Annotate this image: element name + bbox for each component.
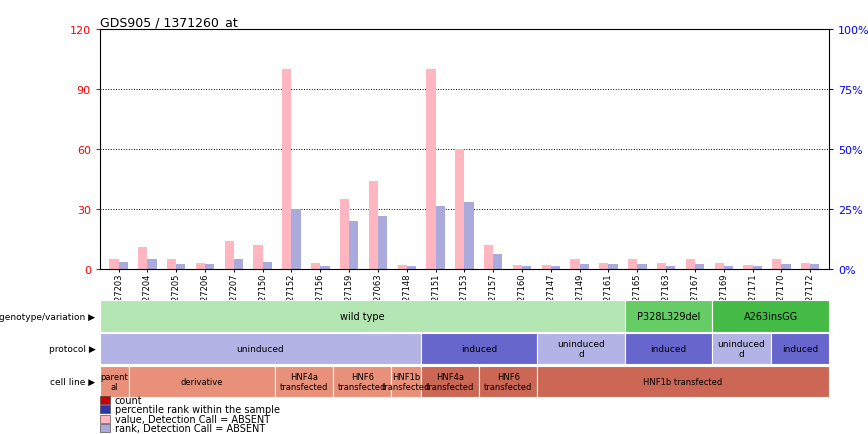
Bar <box>464 202 474 269</box>
Text: P328L329del: P328L329del <box>637 312 700 321</box>
Text: derivative: derivative <box>181 377 223 386</box>
Bar <box>378 217 387 269</box>
Bar <box>340 200 349 269</box>
Text: induced: induced <box>461 345 497 353</box>
Bar <box>426 70 436 269</box>
Text: induced: induced <box>782 345 818 353</box>
Bar <box>657 263 666 269</box>
Bar <box>522 266 531 269</box>
Bar <box>205 264 214 269</box>
Text: uninduced
d: uninduced d <box>718 339 766 358</box>
Bar <box>493 255 503 269</box>
Bar <box>551 266 560 269</box>
Bar <box>714 263 724 269</box>
Text: count: count <box>115 395 142 404</box>
Text: value, Detection Call = ABSENT: value, Detection Call = ABSENT <box>115 414 270 424</box>
Text: cell line ▶: cell line ▶ <box>50 377 95 386</box>
Bar <box>628 259 637 269</box>
Text: HNF1b transfected: HNF1b transfected <box>643 377 723 386</box>
Text: uninduced: uninduced <box>236 345 284 353</box>
Bar <box>810 264 819 269</box>
Bar <box>724 266 733 269</box>
Bar <box>542 265 551 269</box>
Text: HNF6
transfected: HNF6 transfected <box>339 372 386 391</box>
Text: HNF4a
transfected: HNF4a transfected <box>279 372 328 391</box>
Bar <box>455 150 464 269</box>
Bar <box>637 264 647 269</box>
Bar <box>311 263 320 269</box>
Bar <box>599 263 608 269</box>
Text: percentile rank within the sample: percentile rank within the sample <box>115 404 279 414</box>
Bar <box>263 262 272 269</box>
Bar <box>513 265 522 269</box>
Bar <box>398 265 407 269</box>
Bar <box>801 263 810 269</box>
Bar <box>349 221 358 269</box>
Bar <box>369 181 378 269</box>
Bar <box>608 264 618 269</box>
Bar <box>753 266 762 269</box>
Bar <box>686 259 695 269</box>
Text: induced: induced <box>650 345 687 353</box>
Bar <box>580 264 589 269</box>
Text: parent
al: parent al <box>101 372 128 391</box>
Text: protocol ▶: protocol ▶ <box>49 345 95 353</box>
Text: A263insGG: A263insGG <box>744 312 798 321</box>
Bar <box>138 247 148 269</box>
Text: HNF1b
transfected: HNF1b transfected <box>382 372 431 391</box>
Bar <box>695 264 704 269</box>
Text: rank, Detection Call = ABSENT: rank, Detection Call = ABSENT <box>115 424 265 433</box>
Bar <box>407 266 416 269</box>
Bar <box>282 70 292 269</box>
Bar <box>781 264 791 269</box>
Bar <box>148 260 156 269</box>
Bar <box>570 259 580 269</box>
Bar <box>109 259 119 269</box>
Text: wild type: wild type <box>340 312 385 321</box>
Bar <box>176 264 186 269</box>
Bar <box>773 259 781 269</box>
Bar <box>484 245 493 269</box>
Bar <box>666 266 675 269</box>
Bar <box>167 259 176 269</box>
Bar <box>253 245 263 269</box>
Bar <box>233 260 243 269</box>
Text: GDS905 / 1371260_at: GDS905 / 1371260_at <box>100 16 238 29</box>
Text: HNF4a
transfected: HNF4a transfected <box>425 372 474 391</box>
Bar <box>119 262 128 269</box>
Bar <box>225 241 233 269</box>
Text: HNF6
transfected: HNF6 transfected <box>484 372 532 391</box>
Bar <box>743 265 753 269</box>
Bar <box>320 266 330 269</box>
Text: genotype/variation ▶: genotype/variation ▶ <box>0 312 95 321</box>
Bar <box>436 207 444 269</box>
Bar <box>196 263 205 269</box>
Text: uninduced
d: uninduced d <box>557 339 605 358</box>
Bar <box>292 209 300 269</box>
